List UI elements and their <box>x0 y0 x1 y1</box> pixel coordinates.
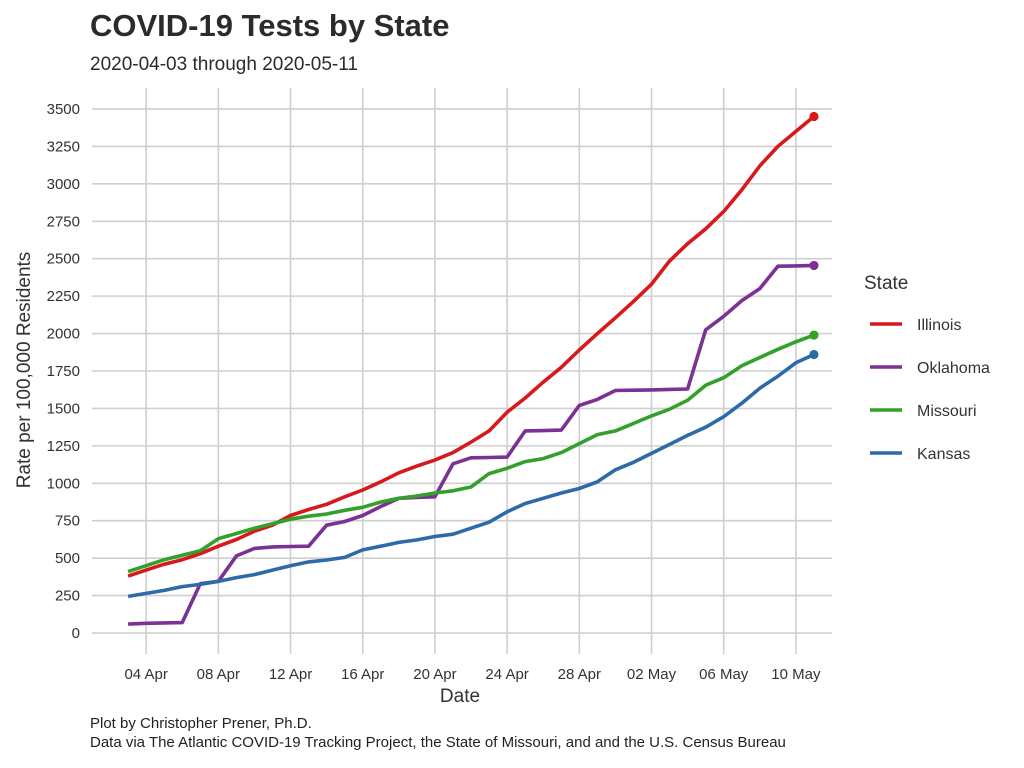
y-tick-label: 2500 <box>47 251 80 268</box>
y-tick-label: 2000 <box>47 326 80 343</box>
x-tick-label: 28 Apr <box>558 666 601 683</box>
legend-items: Illinois Oklahoma Missouri Kansas <box>870 317 990 463</box>
legend-title: State <box>864 273 908 294</box>
series-line-illinois <box>127 115 816 578</box>
series-endpoint-illinois <box>809 111 819 122</box>
y-tick-label: 750 <box>55 513 80 530</box>
x-axis-title: Date <box>440 686 480 707</box>
x-tick-label: 10 May <box>771 666 821 683</box>
series-endpoint-kansas <box>809 349 819 360</box>
series-endpoint-missouri <box>809 330 819 340</box>
y-tick-label: 3000 <box>47 176 80 193</box>
x-tick-label: 08 Apr <box>197 666 240 683</box>
caption-author: Plot by Christopher Prener, Ph.D. <box>90 715 312 732</box>
x-tick-label: 24 Apr <box>485 666 528 683</box>
y-axis-title: Rate per 100,000 Residents <box>14 252 35 489</box>
y-tick-label: 1500 <box>47 400 80 417</box>
x-tick-label: 20 Apr <box>413 666 456 683</box>
x-tick-label: 04 Apr <box>124 666 167 683</box>
caption: Plot by Christopher Prener, Ph.D. Data v… <box>90 714 786 752</box>
series-line-kansas <box>127 352 815 599</box>
x-tick-label: 02 May <box>627 666 677 683</box>
y-tick-label: 250 <box>55 588 80 605</box>
x-tick-label: 12 Apr <box>269 666 312 683</box>
y-tick-label: 1750 <box>47 363 80 380</box>
x-tick-label: 16 Apr <box>341 666 384 683</box>
legend-label-kansas: Kansas <box>917 446 970 463</box>
series-endpoint-oklahoma <box>809 260 819 271</box>
legend-label-illinois: Illinois <box>917 317 961 334</box>
y-tick-label: 1000 <box>47 475 80 492</box>
series-lines <box>127 111 819 626</box>
x-tick-label: 06 May <box>699 666 749 683</box>
y-tick-label: 0 <box>72 625 80 642</box>
legend-label-missouri: Missouri <box>917 403 977 420</box>
y-tick-label: 1250 <box>47 438 80 455</box>
legend: State Illinois Oklahoma Missouri Kansas <box>864 273 990 463</box>
caption-source: Data via The Atlantic COVID-19 Tracking … <box>90 734 786 751</box>
series-line-missouri <box>127 333 815 574</box>
chart-subtitle: 2020-04-03 through 2020-05-11 <box>90 54 358 75</box>
x-axis-ticks: 04 Apr 08 Apr 12 Apr 16 Apr 20 Apr 24 Apr 28 A… <box>124 666 821 683</box>
y-tick-label: 500 <box>55 550 80 567</box>
y-tick-label: 2250 <box>47 288 80 305</box>
y-axis-ticks: 0 250 500 750 1000 1250 1500 1750 2000 2250 2500 27… <box>47 101 80 642</box>
y-tick-label: 3250 <box>47 138 80 155</box>
chart-title: COVID-19 Tests by State <box>90 8 450 43</box>
legend-label-oklahoma: Oklahoma <box>917 360 990 377</box>
grid-lines <box>92 88 832 654</box>
series-line-oklahoma <box>128 263 815 626</box>
y-tick-label: 3500 <box>47 101 80 118</box>
y-tick-label: 2750 <box>47 213 80 230</box>
